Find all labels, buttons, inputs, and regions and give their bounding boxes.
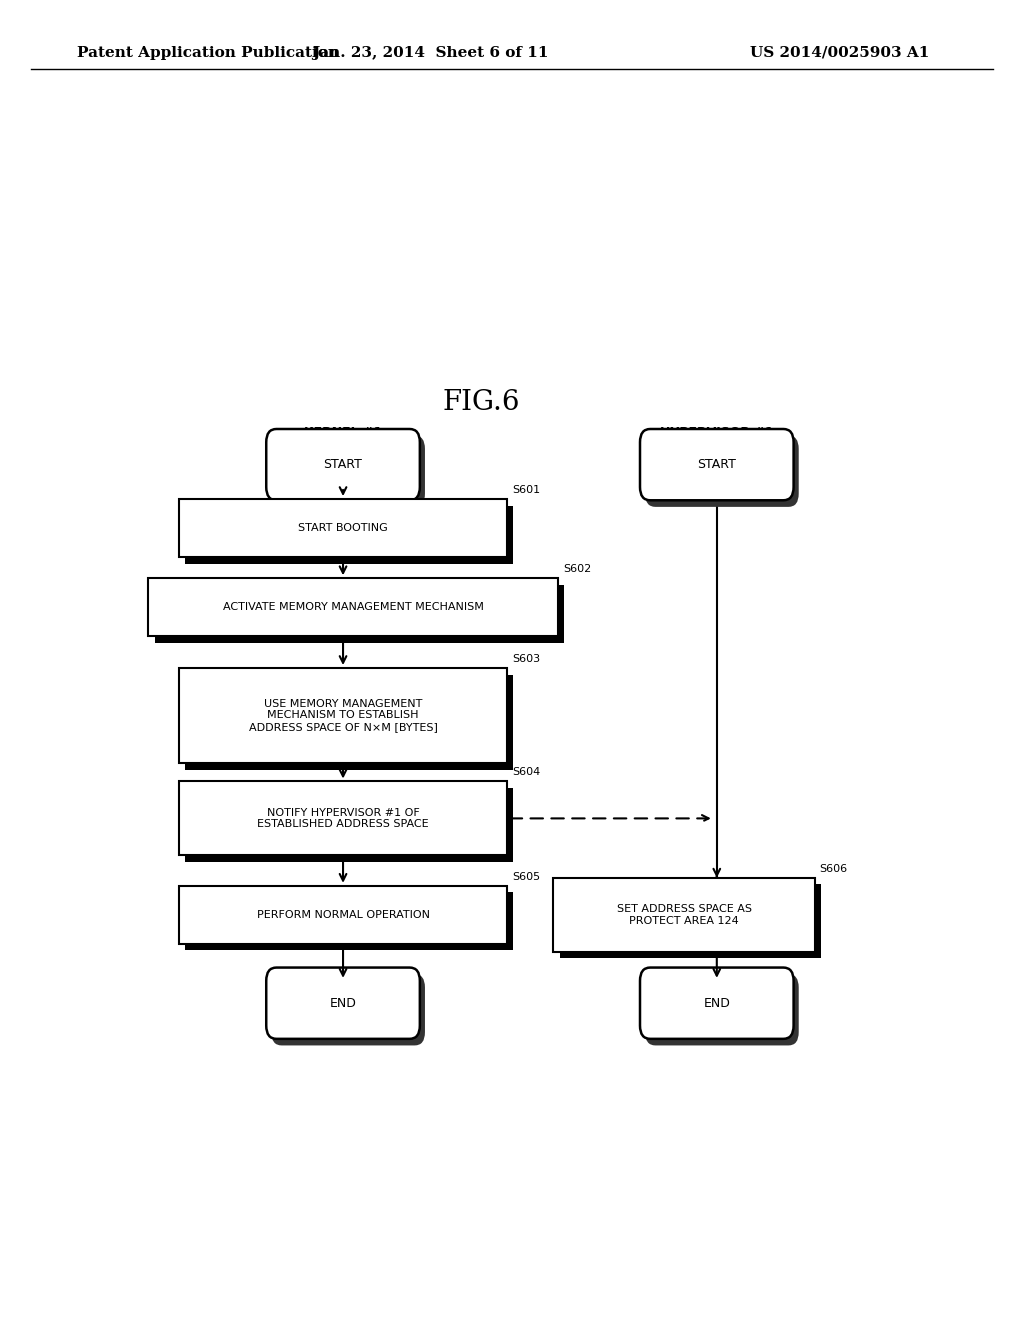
Text: END: END	[330, 997, 356, 1010]
Bar	[148, 578, 558, 636]
Bar	[179, 886, 507, 944]
Text: S606: S606	[820, 863, 848, 874]
FancyBboxPatch shape	[645, 436, 799, 507]
Bar	[179, 499, 507, 557]
Text: NOTIFY HYPERVISOR #1 OF
ESTABLISHED ADDRESS SPACE: NOTIFY HYPERVISOR #1 OF ESTABLISHED ADDR…	[257, 808, 429, 829]
Text: HYPERVISOR #1: HYPERVISOR #1	[660, 426, 773, 440]
FancyBboxPatch shape	[271, 974, 425, 1045]
Text: Patent Application Publication: Patent Application Publication	[77, 46, 339, 59]
Text: S605: S605	[512, 871, 540, 882]
FancyBboxPatch shape	[645, 974, 799, 1045]
Text: Jan. 23, 2014  Sheet 6 of 11: Jan. 23, 2014 Sheet 6 of 11	[312, 46, 548, 59]
Text: S601: S601	[512, 484, 540, 495]
Text: ACTIVATE MEMORY MANAGEMENT MECHANISM: ACTIVATE MEMORY MANAGEMENT MECHANISM	[223, 602, 483, 612]
Text: FIG.6: FIG.6	[442, 389, 520, 416]
Bar	[179, 781, 507, 855]
Text: USE MEMORY MANAGEMENT
MECHANISM TO ESTABLISH
ADDRESS SPACE OF N×M [BYTES]: USE MEMORY MANAGEMENT MECHANISM TO ESTAB…	[249, 698, 437, 733]
Text: END: END	[703, 997, 730, 1010]
FancyBboxPatch shape	[271, 436, 425, 507]
FancyBboxPatch shape	[640, 429, 794, 500]
Text: S603: S603	[512, 653, 540, 664]
Bar	[185, 788, 513, 862]
Text: SET ADDRESS SPACE AS
PROTECT AREA 124: SET ADDRESS SPACE AS PROTECT AREA 124	[616, 904, 752, 925]
Text: KERNEL #1: KERNEL #1	[304, 426, 382, 440]
Text: PERFORM NORMAL OPERATION: PERFORM NORMAL OPERATION	[257, 909, 429, 920]
FancyBboxPatch shape	[266, 429, 420, 500]
Bar	[559, 884, 821, 958]
Bar	[185, 675, 513, 770]
Text: S604: S604	[512, 767, 541, 777]
Bar	[185, 506, 513, 564]
Text: S602: S602	[563, 564, 592, 574]
Text: START: START	[697, 458, 736, 471]
Bar	[185, 892, 513, 950]
Bar	[179, 668, 507, 763]
FancyBboxPatch shape	[266, 968, 420, 1039]
Bar	[553, 878, 815, 952]
Text: US 2014/0025903 A1: US 2014/0025903 A1	[750, 46, 930, 59]
Text: START BOOTING: START BOOTING	[298, 523, 388, 533]
Text: START: START	[324, 458, 362, 471]
FancyBboxPatch shape	[640, 968, 794, 1039]
Bar	[155, 585, 564, 643]
